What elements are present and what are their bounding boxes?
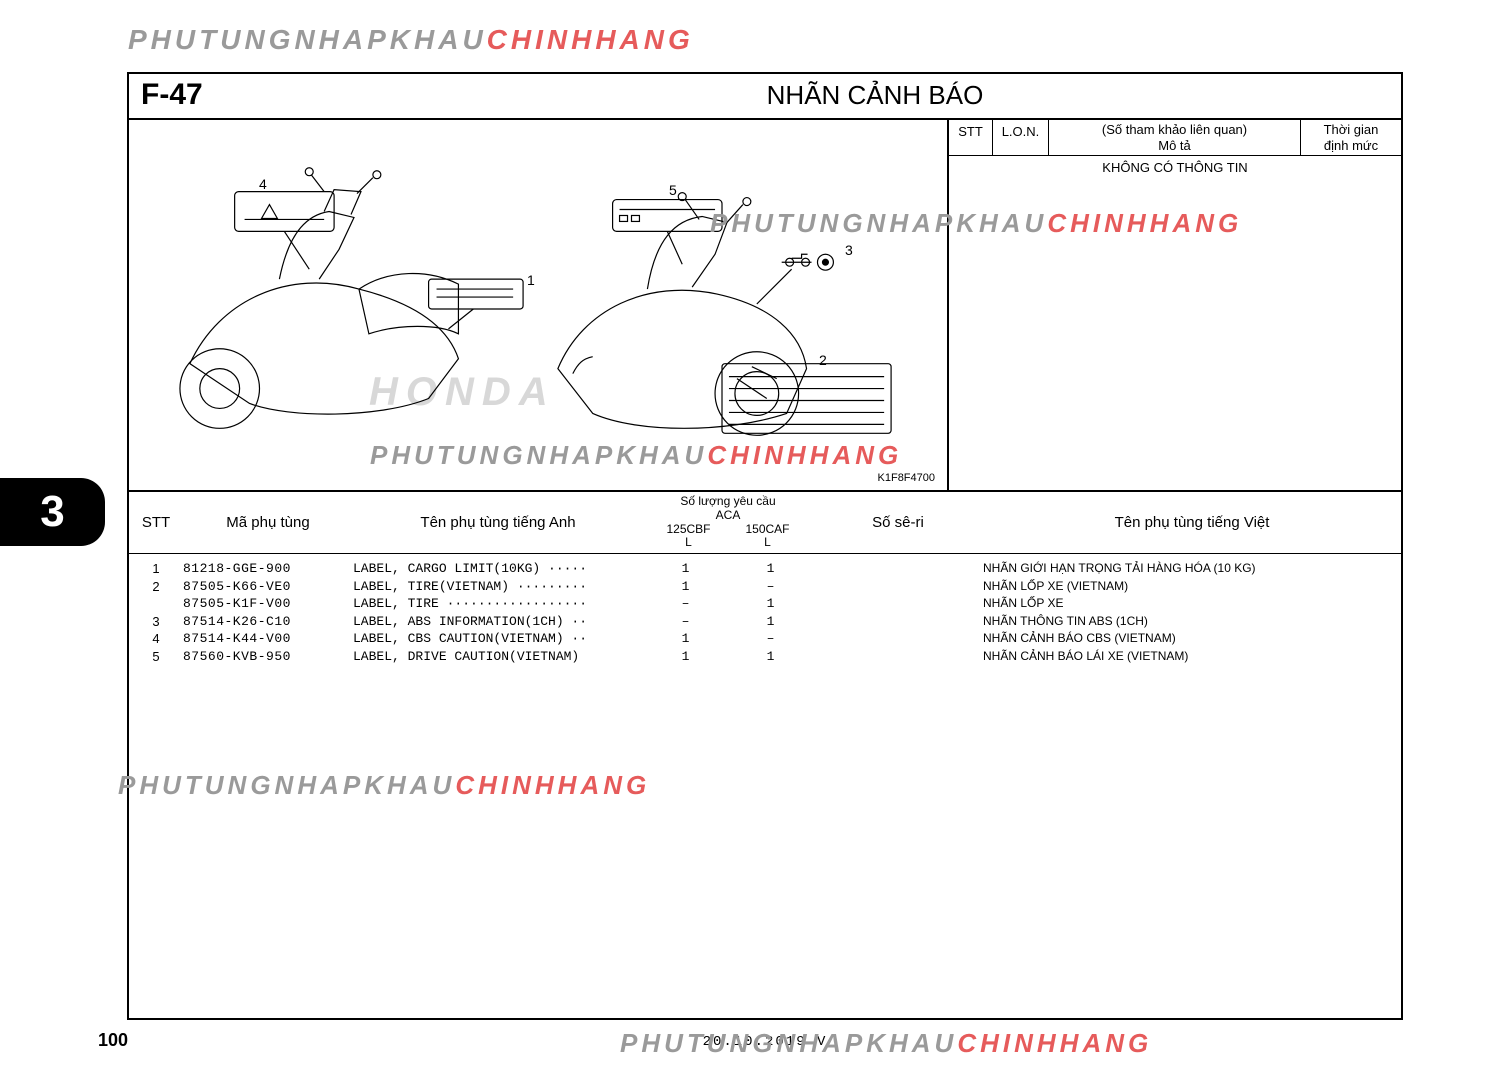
- cell-name-en: LABEL, DRIVE CAUTION(VIETNAM): [353, 648, 643, 666]
- parts-row: 587560-KVB-950LABEL, DRIVE CAUTION(VIETN…: [129, 648, 1401, 666]
- footer-date: 20.10.2019 V: [129, 1034, 1401, 1050]
- hdr-stt: STT: [129, 514, 183, 531]
- callout-3: 3: [845, 242, 853, 258]
- cell-code: 87514-K44-V00: [183, 630, 353, 648]
- parts-row: 287505-K66-VE0LABEL, TIRE(VIETNAM) ·····…: [129, 578, 1401, 596]
- parts-row: 387514-K26-C10LABEL, ABS INFORMATION(1CH…: [129, 613, 1401, 631]
- section-code: F-47: [129, 74, 349, 118]
- cell-stt: 4: [129, 630, 183, 648]
- reference-header: STT L.O.N. (Số tham khảo liên quan)Mô tả…: [949, 120, 1401, 156]
- cell-qty2: 1: [728, 648, 813, 666]
- parts-table-header: STT Mã phụ tùng Tên phụ tùng tiếng Anh S…: [129, 492, 1401, 554]
- cell-name-vi: NHÃN GIỚI HẠN TRỌNG TẢI HÀNG HÓA (10 KG): [983, 560, 1401, 578]
- hdr-name-vi: Tên phụ tùng tiếng Việt: [983, 514, 1401, 531]
- callout-5: 5: [669, 182, 677, 198]
- cell-stt: 2: [129, 578, 183, 596]
- cell-qty1: –: [643, 595, 728, 613]
- cell-code: 87560-KVB-950: [183, 648, 353, 666]
- cell-name-en: LABEL, CARGO LIMIT(10KG) ·····: [353, 560, 643, 578]
- cell-qty2: 1: [728, 560, 813, 578]
- cell-qty1: 1: [643, 578, 728, 596]
- cell-name-en: LABEL, CBS CAUTION(VIETNAM) ··: [353, 630, 643, 648]
- cell-serial: [813, 560, 983, 578]
- callout-1: 1: [527, 272, 535, 288]
- hdr-qty: Số lượng yêu cầu ACA 125CBF150CAF LL: [643, 495, 813, 550]
- header-row: F-47 NHÃN CẢNH BÁO: [129, 74, 1401, 120]
- hdr-serial: Số sê-ri: [813, 514, 983, 531]
- hdr-name-en: Tên phụ tùng tiếng Anh: [353, 514, 643, 531]
- cell-stt: 1: [129, 560, 183, 578]
- parts-row: 87505-K1F-V00LABEL, TIRE ···············…: [129, 595, 1401, 613]
- diagram-ref: K1F8F4700: [878, 472, 935, 484]
- cell-qty2: –: [728, 630, 813, 648]
- cell-serial: [813, 648, 983, 666]
- cell-name-vi: NHÃN CẢNH BÁO CBS (VIETNAM): [983, 630, 1401, 648]
- cell-qty1: 1: [643, 560, 728, 578]
- cell-serial: [813, 630, 983, 648]
- cell-stt: [129, 595, 183, 613]
- page-number: 100: [98, 1030, 128, 1051]
- watermark: PHUTUNGNHAPKHAUCHINHHANG: [128, 24, 694, 56]
- cell-qty2: –: [728, 578, 813, 596]
- callout-4: 4: [259, 176, 267, 192]
- cell-name-en: LABEL, TIRE ··················: [353, 595, 643, 613]
- cell-qty2: 1: [728, 613, 813, 631]
- cell-stt: 3: [129, 613, 183, 631]
- ref-col-stt: STT: [949, 120, 993, 155]
- cell-code: 87514-K26-C10: [183, 613, 353, 631]
- cell-name-en: LABEL, ABS INFORMATION(1CH) ··: [353, 613, 643, 631]
- cell-qty2: 1: [728, 595, 813, 613]
- cell-name-vi: NHÃN LỐP XE: [983, 595, 1401, 613]
- reference-panel: STT L.O.N. (Số tham khảo liên quan)Mô tả…: [949, 120, 1401, 490]
- cell-serial: [813, 613, 983, 631]
- cell-serial: [813, 595, 983, 613]
- hdr-code: Mã phụ tùng: [183, 514, 353, 531]
- cell-name-vi: NHÃN THÔNG TIN ABS (1CH): [983, 613, 1401, 631]
- cell-stt: 5: [129, 648, 183, 666]
- cell-serial: [813, 578, 983, 596]
- catalog-frame: F-47 NHÃN CẢNH BÁO HONDA: [127, 72, 1403, 1020]
- cell-qty1: 1: [643, 630, 728, 648]
- scooter-diagram-svg: [129, 120, 947, 490]
- ref-col-desc: (Số tham khảo liên quan)Mô tả: [1049, 120, 1301, 155]
- parts-row: 487514-K44-V00LABEL, CBS CAUTION(VIETNAM…: [129, 630, 1401, 648]
- cell-qty1: 1: [643, 648, 728, 666]
- parts-table-body: 181218-GGE-900LABEL, CARGO LIMIT(10KG) ·…: [129, 554, 1401, 671]
- cell-name-vi: NHÃN LỐP XE (VIETNAM): [983, 578, 1401, 596]
- cell-code: 87505-K1F-V00: [183, 595, 353, 613]
- cell-code: 87505-K66-VE0: [183, 578, 353, 596]
- diagram-panel: HONDA: [129, 120, 949, 490]
- cell-code: 81218-GGE-900: [183, 560, 353, 578]
- page-tab-badge: 3: [0, 478, 105, 546]
- cell-qty1: –: [643, 613, 728, 631]
- ref-col-lon: L.O.N.: [993, 120, 1049, 155]
- callout-2: 2: [819, 352, 827, 368]
- section-title: NHÃN CẢNH BÁO: [349, 74, 1401, 118]
- reference-empty: KHÔNG CÓ THÔNG TIN: [949, 156, 1401, 490]
- ref-col-time: Thời gianđịnh mức: [1301, 120, 1401, 155]
- cell-name-en: LABEL, TIRE(VIETNAM) ·········: [353, 578, 643, 596]
- cell-name-vi: NHÃN CẢNH BÁO LÁI XE (VIETNAM): [983, 648, 1401, 666]
- parts-row: 181218-GGE-900LABEL, CARGO LIMIT(10KG) ·…: [129, 560, 1401, 578]
